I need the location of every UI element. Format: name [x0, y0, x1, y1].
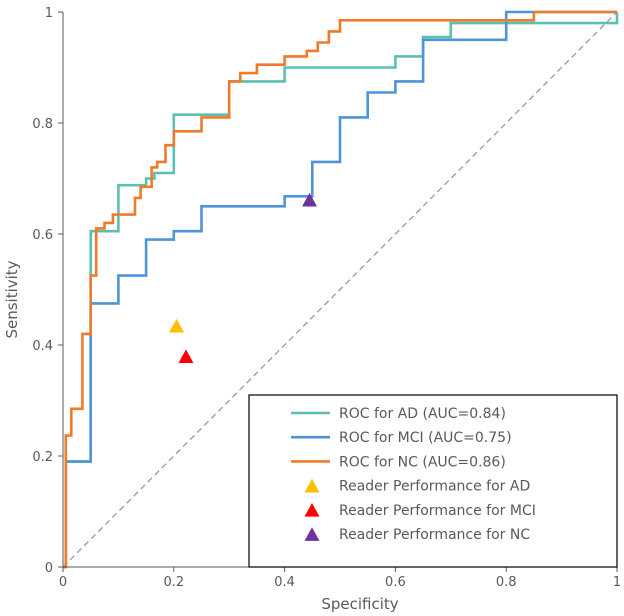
roc-series-line-1 [63, 10, 617, 569]
y-tick-label: 1 [45, 6, 53, 21]
reader-point-2 [302, 192, 318, 207]
reference-diagonal-line [62, 11, 618, 568]
x-tick-label: 0.6 [385, 575, 406, 590]
y-axis-label: Sensitivity [3, 260, 21, 338]
x-tick-label: 0.2 [163, 575, 184, 590]
x-tick-label: 0.4 [274, 575, 295, 590]
legend-label-2: ROC for NC (AUC=0.86) [339, 454, 506, 470]
legend: ROC for AD (AUC=0.84) ROC for MCI (AUC=0.… [248, 394, 618, 568]
legend-label-reader-2: Reader Performance for NC [339, 527, 530, 543]
reader-point-0 [169, 318, 185, 333]
legend-swatch-marker-1 [304, 503, 320, 517]
legend-label-reader-0: Reader Performance for AD [339, 479, 530, 495]
reader-point-1 [178, 349, 194, 364]
x-tick-label: 1 [613, 575, 621, 590]
y-tick-label: 0.6 [32, 228, 53, 243]
y-tick-label: 0 [45, 561, 53, 576]
x-tick-label: 0 [59, 575, 67, 590]
legend-label-reader-1: Reader Performance for MCI [339, 503, 536, 519]
y-tick-label: 0.4 [32, 339, 53, 354]
x-tick-label: 0.8 [496, 575, 517, 590]
roc-curves [62, 10, 619, 569]
legend-swatch-marker-0 [304, 478, 320, 493]
reader-markers [169, 192, 318, 364]
legend-label-0: ROC for AD (AUC=0.84) [339, 406, 506, 422]
legend-label-1: ROC for MCI (AUC=0.75) [339, 430, 512, 446]
y-tick-label: 0.2 [32, 450, 53, 465]
roc-series-line-2 [63, 10, 617, 569]
y-tick-label: 0.8 [32, 117, 53, 132]
legend-swatch-marker-2 [304, 527, 320, 541]
x-axis-label: Specificity [321, 595, 398, 613]
